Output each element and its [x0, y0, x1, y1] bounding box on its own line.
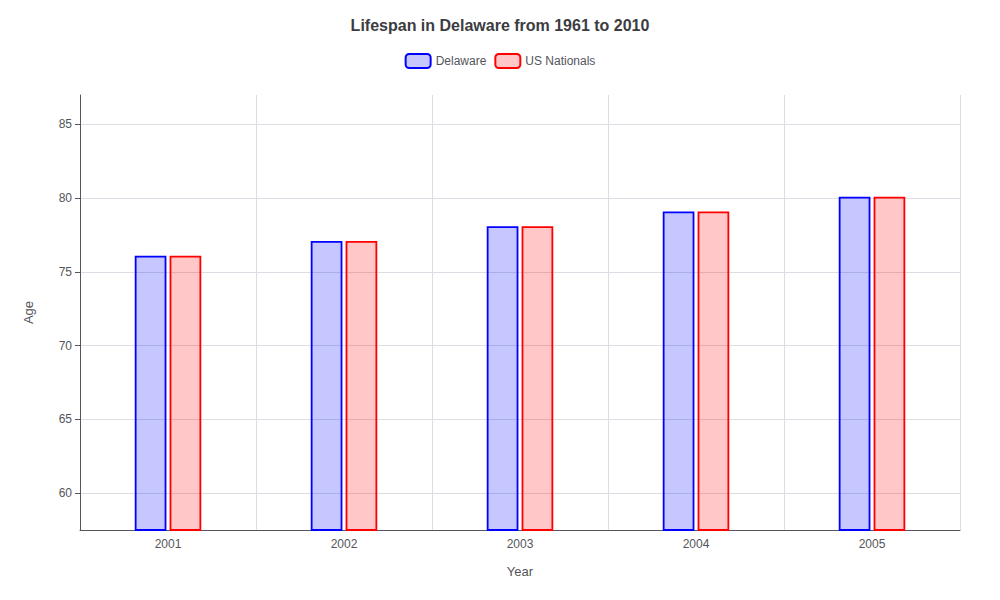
svg-text:70: 70 [59, 339, 73, 353]
svg-text:80: 80 [59, 191, 73, 205]
svg-text:65: 65 [59, 412, 73, 426]
svg-text:2002: 2002 [331, 537, 358, 551]
svg-text:60: 60 [59, 486, 73, 500]
svg-text:2005: 2005 [859, 537, 886, 551]
svg-text:2004: 2004 [683, 537, 710, 551]
svg-text:Delaware: Delaware [436, 54, 487, 68]
svg-text:75: 75 [59, 265, 73, 279]
svg-text:2001: 2001 [155, 537, 182, 551]
svg-text:Lifespan in Delaware from 1961: Lifespan in Delaware from 1961 to 2010 [351, 17, 650, 34]
svg-text:2003: 2003 [507, 537, 534, 551]
svg-text:US Nationals: US Nationals [525, 54, 595, 68]
svg-text:85: 85 [59, 117, 73, 131]
svg-text:Age: Age [21, 301, 36, 324]
svg-text:Year: Year [507, 564, 534, 579]
